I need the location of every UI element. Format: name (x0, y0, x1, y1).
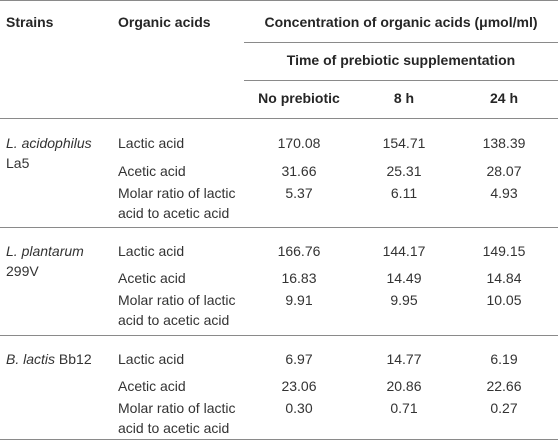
table-cell: 9.95 (390, 292, 418, 308)
table-cell: 170.08 (277, 135, 321, 151)
table-cell: 16.83 (281, 270, 317, 286)
header-sub-rule (244, 42, 558, 43)
table-cell: 6.19 (490, 351, 518, 367)
table-cell: 149.15 (482, 243, 526, 259)
acid-label: Acetic acid (118, 270, 186, 286)
table-cell: 22.66 (486, 378, 522, 394)
table-cell: 138.39 (482, 135, 526, 151)
table-cell: 154.71 (382, 135, 426, 151)
acid-label: Lactic acid (118, 135, 185, 151)
table-cell: 10.05 (486, 292, 522, 308)
table-cell: 5.37 (285, 185, 313, 201)
table-cell: 14.84 (486, 270, 522, 286)
table-cell: 31.66 (281, 163, 317, 179)
acid-label-line2: acid to acetic acid (118, 420, 230, 436)
acid-label-line1: Molar ratio of lactic (118, 400, 236, 416)
acid-label-line2: acid to acetic acid (118, 312, 230, 328)
acid-label: Acetic acid (118, 163, 186, 179)
table-cell: 20.86 (386, 378, 422, 394)
acid-label: Lactic acid (118, 243, 185, 259)
acid-label-line1: Molar ratio of lactic (118, 185, 236, 201)
table-top-rule (0, 0, 558, 1)
header-time: Time of prebiotic supplementation (286, 52, 516, 68)
strain-name-suffix: La5 (6, 155, 30, 171)
table-cell: 4.93 (490, 185, 518, 201)
table-cell: 0.30 (285, 400, 313, 416)
acid-label: Acetic acid (118, 378, 186, 394)
table-cell: 14.49 (386, 270, 422, 286)
header-bottom-rule (0, 118, 558, 119)
header-concentration: Concentration of organic acids (μmol/ml) (264, 14, 538, 30)
group-rule (0, 335, 558, 336)
header-strains: Strains (6, 14, 54, 30)
table-cell: 14.77 (386, 351, 422, 367)
table-cell: 28.07 (486, 163, 522, 179)
table-cell: 0.71 (390, 400, 418, 416)
acid-label-line2: acid to acetic acid (118, 205, 230, 221)
table-cell: 144.17 (382, 243, 426, 259)
acid-label: Lactic acid (118, 351, 185, 367)
group-rule (0, 227, 558, 228)
header-col-8h: 8 h (393, 90, 415, 106)
header-col-no-prebiotic: No prebiotic (258, 90, 340, 106)
strain-name-suffix: 299V (6, 263, 39, 279)
table-cell: 9.91 (285, 292, 313, 308)
header-organic-acids: Organic acids (118, 14, 211, 30)
table-cell: 0.27 (490, 400, 518, 416)
strain-name: L. acidophilus (6, 135, 92, 151)
header-col-24h: 24 h (489, 90, 518, 106)
strain-name: L. plantarum (6, 243, 84, 259)
table-cell: 6.97 (285, 351, 313, 367)
acid-label-line1: Molar ratio of lactic (118, 292, 236, 308)
table-cell: 23.06 (281, 378, 317, 394)
table-cell: 166.76 (277, 243, 321, 259)
strain-name: B. lactis Bb12 (6, 351, 92, 367)
header-sub-rule-2 (244, 80, 558, 81)
table-cell: 6.11 (390, 185, 418, 201)
table-cell: 25.31 (386, 163, 422, 179)
